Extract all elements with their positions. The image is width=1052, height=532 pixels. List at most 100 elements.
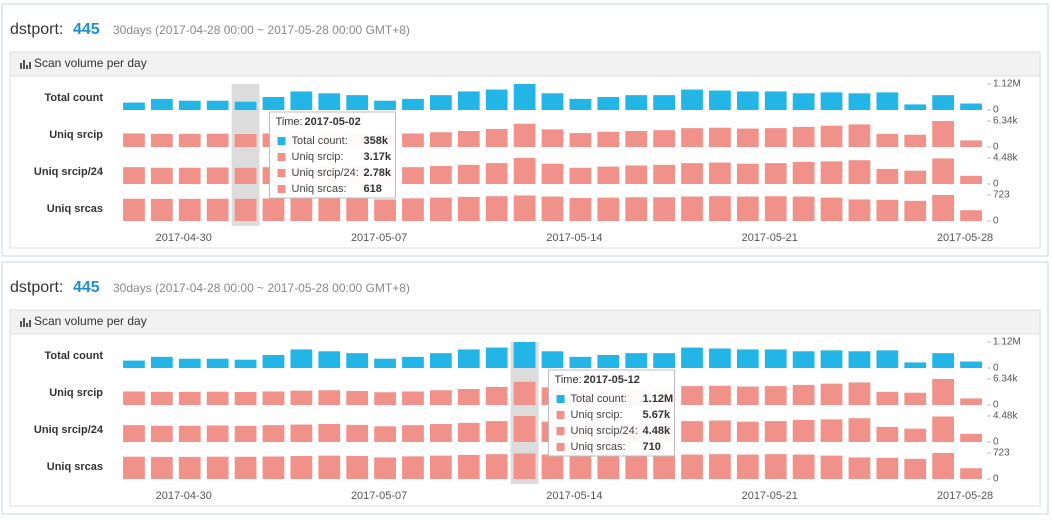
- bar: [932, 158, 955, 184]
- bar: [513, 84, 536, 110]
- bar: [430, 390, 452, 405]
- bar: [123, 133, 145, 147]
- bar: [904, 170, 927, 184]
- bar: [262, 355, 285, 368]
- bar: [736, 386, 759, 405]
- bar: [960, 210, 982, 221]
- bar: [709, 162, 731, 184]
- bar: [569, 197, 592, 221]
- bar: [346, 391, 369, 405]
- bar: [764, 128, 787, 147]
- bar: [960, 175, 982, 184]
- icon-bar: [23, 318, 25, 327]
- tooltip-label: Uniq srcip:: [292, 151, 344, 163]
- bar: [402, 198, 424, 221]
- bar: [681, 196, 703, 221]
- bar: [457, 454, 480, 479]
- bar: [541, 93, 564, 110]
- bar: [681, 347, 703, 368]
- tooltip-box: [269, 111, 397, 199]
- bar: [597, 97, 620, 110]
- bar: [150, 425, 173, 442]
- bar: [932, 95, 955, 110]
- y-tick-label: 0: [993, 179, 999, 190]
- bar: [876, 457, 899, 479]
- x-tick-label: 2017-04-30: [156, 490, 212, 502]
- bar: [206, 425, 229, 442]
- bar: [123, 391, 145, 405]
- bar: [430, 455, 452, 479]
- bar: [848, 124, 871, 147]
- bar: [178, 425, 201, 442]
- bar: [876, 92, 899, 110]
- bar: [960, 398, 982, 405]
- tooltip-value: 5.67k: [643, 409, 671, 421]
- y-tick-label: 0: [993, 400, 999, 411]
- bar: [820, 125, 843, 147]
- bar: [569, 98, 592, 110]
- tooltip: Time: 2017-05-02 Total count: 358k Uniq srci…: [269, 111, 397, 199]
- bar: [290, 197, 313, 221]
- bar: [681, 89, 703, 110]
- bar: [960, 103, 982, 110]
- bar: [402, 356, 424, 368]
- bar: [904, 392, 927, 405]
- bar: [736, 421, 759, 442]
- tooltip-value: 4.48k: [643, 425, 671, 437]
- bar: [206, 358, 229, 368]
- bar: [206, 391, 229, 405]
- bar: [346, 197, 369, 221]
- bar: [485, 386, 508, 405]
- bar: [234, 425, 257, 442]
- x-tick-label: 2017-05-07: [351, 232, 407, 244]
- bar: [123, 102, 145, 110]
- bar: [123, 456, 145, 479]
- bar: [960, 140, 982, 147]
- bar: [709, 196, 731, 221]
- bar: [541, 129, 564, 147]
- bar: [374, 199, 396, 221]
- row-label: Uniq srcip: [49, 129, 103, 141]
- bar: [123, 360, 145, 368]
- bar: [792, 196, 815, 221]
- tooltip-swatch: [277, 137, 286, 145]
- bar: [485, 89, 508, 110]
- bar: [430, 197, 452, 221]
- bar: [709, 127, 731, 147]
- bar: [848, 199, 871, 221]
- y-tick-label: 1.12M: [993, 79, 1021, 90]
- bar: [932, 121, 955, 147]
- icon-bar: [20, 63, 22, 69]
- icon-bar: [26, 323, 28, 327]
- tooltip-label: Total count:: [571, 393, 627, 405]
- bar: [876, 199, 899, 221]
- bar: [290, 424, 313, 442]
- bar: [374, 392, 396, 405]
- bar: [904, 134, 927, 147]
- bar: [402, 167, 424, 184]
- bar: [736, 349, 759, 368]
- tooltip-time-label: Time:: [555, 374, 582, 386]
- bar: [485, 421, 508, 442]
- tooltip-label: Uniq srcip/24:: [571, 425, 638, 437]
- bar: [262, 97, 285, 110]
- bar: [932, 353, 955, 368]
- bar: [430, 353, 452, 368]
- bar: [513, 342, 536, 368]
- bar: [764, 421, 787, 442]
- bar: [653, 455, 675, 479]
- bar: [876, 426, 899, 442]
- bar: [904, 200, 927, 221]
- y-tick-label: 0: [993, 474, 999, 485]
- bar: [346, 95, 369, 110]
- bar: [736, 91, 759, 110]
- row-label: Total count: [45, 92, 104, 104]
- bar: [485, 163, 508, 184]
- bar: [430, 95, 452, 110]
- bar: [262, 456, 285, 479]
- bar: [681, 386, 703, 405]
- x-tick-label: 2017-05-14: [546, 232, 602, 244]
- bar: [123, 198, 145, 221]
- bar: [178, 456, 201, 479]
- bar: [234, 359, 257, 368]
